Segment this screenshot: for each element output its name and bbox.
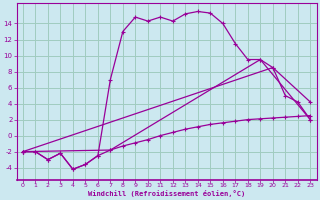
X-axis label: Windchill (Refroidissement éolien,°C): Windchill (Refroidissement éolien,°C) <box>88 190 245 197</box>
